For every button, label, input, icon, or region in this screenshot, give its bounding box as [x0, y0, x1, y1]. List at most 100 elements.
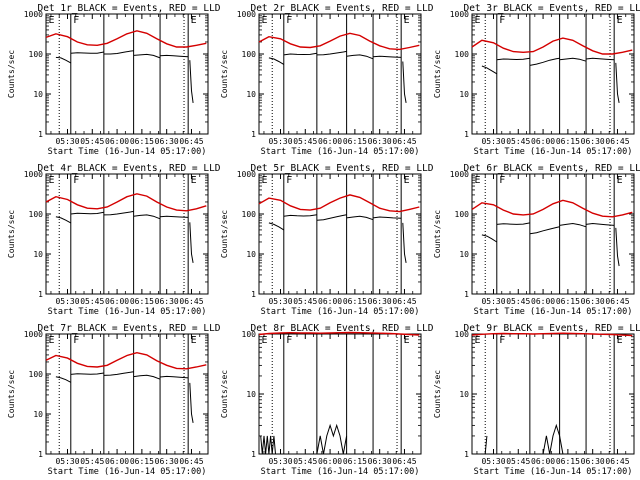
lld-series-line	[45, 193, 207, 212]
chart-title: Det 6r_BLACK = Events, RED = LLD	[463, 163, 640, 174]
x-tick-label: 05:45	[80, 137, 104, 146]
x-tick-label: 06:30	[368, 137, 392, 146]
y-axis-label: Counts/sec	[220, 210, 229, 258]
y-tick-label: 1	[38, 450, 43, 459]
events-series-line	[160, 54, 189, 58]
y-tick-label: 1	[464, 450, 469, 459]
flag-label: F	[499, 15, 505, 26]
flag-label: E	[404, 335, 410, 346]
x-axis-label: Start Time (16-Jun-14 05:17:00)	[261, 467, 420, 477]
y-axis-label: Counts/sec	[433, 210, 442, 258]
flag-label: E	[474, 335, 480, 346]
lld-series-line	[45, 30, 207, 48]
y-tick-label: 1	[251, 450, 256, 459]
events-series-line	[189, 60, 194, 103]
x-tick-label: 06:45	[605, 137, 629, 146]
chart-panel: Det 9r_BLACK = Events, RED = LLD 1 10 100 Co…	[433, 323, 640, 477]
chart-panel: Det 4r_BLACK = Events, RED = LLD 1 10 100 10…	[7, 163, 221, 317]
y-tick-label: 1000	[237, 10, 256, 19]
events-series-line	[70, 51, 104, 54]
x-tick-label: 06:45	[605, 297, 629, 306]
x-axis-label: Start Time (16-Jun-14 05:17:00)	[474, 147, 633, 157]
chart-title: Det 9r_BLACK = Events, RED = LLD	[463, 323, 640, 334]
x-tick-label: 05:45	[293, 137, 317, 146]
events-series-line	[402, 61, 407, 103]
chart-panel: Det 5r_BLACK = Events, RED = LLD 1 10 100 10…	[220, 163, 434, 317]
events-series-line	[481, 65, 498, 75]
y-tick-label: 100	[29, 210, 44, 219]
events-series-line	[316, 50, 347, 56]
events-series-line	[559, 222, 587, 228]
chart-panel: Det 7r_BLACK = Events, RED = LLD 1 10 100 10…	[7, 323, 221, 477]
events-series-line	[70, 372, 104, 375]
events-series-line	[268, 57, 285, 65]
y-tick-label: 100	[242, 330, 257, 339]
x-tick-label: 06:00	[105, 457, 129, 466]
y-tick-label: 1	[464, 130, 469, 139]
plot-frame	[258, 13, 422, 135]
y-tick-label: 1000	[24, 170, 43, 179]
events-series-line	[529, 226, 560, 235]
chart-panel: Det 8r_BLACK = Events, RED = LLD 1 10 100 Co…	[220, 323, 434, 477]
y-tick-label: 10	[246, 390, 256, 399]
y-tick-label: 100	[455, 210, 470, 219]
flag-label: E	[617, 15, 623, 26]
y-tick-label: 100	[29, 370, 44, 379]
x-tick-label: 06:30	[581, 137, 605, 146]
x-tick-label: 06:30	[155, 137, 179, 146]
x-axis-label: Start Time (16-Jun-14 05:17:00)	[48, 467, 207, 477]
chart-title: Det 7r_BLACK = Events, RED = LLD	[37, 323, 220, 334]
x-tick-label: 06:15	[556, 297, 580, 306]
y-tick-label: 10	[459, 90, 469, 99]
y-tick-label: 10	[246, 250, 256, 259]
x-tick-label: 06:15	[130, 457, 154, 466]
x-axis-label: Start Time (16-Jun-14 05:17:00)	[48, 307, 207, 317]
flag-label: E	[48, 175, 54, 186]
x-tick-label: 06:30	[155, 297, 179, 306]
chart-title: Det 8r_BLACK = Events, RED = LLD	[250, 323, 433, 334]
x-axis-label: Start Time (16-Jun-14 05:17:00)	[474, 467, 633, 477]
y-tick-label: 10	[33, 250, 43, 259]
events-series-line	[133, 53, 161, 59]
flag-label: E	[48, 15, 54, 26]
x-tick-label: 05:30	[481, 137, 505, 146]
y-axis-label: Counts/sec	[7, 370, 16, 418]
flag-label: E	[617, 175, 623, 186]
chart-panel: Det 6r_BLACK = Events, RED = LLD 1 10 100 10…	[433, 163, 640, 317]
x-tick-label: 06:00	[318, 137, 342, 146]
x-tick-label: 05:30	[55, 457, 79, 466]
chart-panel: Det 1r_BLACK = Events, RED = LLD 1 10 100 10…	[7, 3, 221, 157]
y-tick-label: 10	[33, 410, 43, 419]
chart-title: Det 3r_BLACK = Events, RED = LLD	[463, 3, 640, 14]
x-tick-label: 06:15	[556, 457, 580, 466]
chart-title: Det 2r_BLACK = Events, RED = LLD	[250, 3, 433, 14]
x-tick-label: 06:15	[343, 297, 367, 306]
lld-series-line	[45, 351, 207, 370]
x-tick-label: 06:15	[130, 137, 154, 146]
chart-panel: Det 2r_BLACK = Events, RED = LLD 1 10 100 10…	[220, 3, 434, 157]
x-tick-label: 06:15	[343, 457, 367, 466]
events-series-line	[133, 374, 161, 380]
flag-label: E	[404, 175, 410, 186]
flag-label: F	[499, 175, 505, 186]
flag-label: F	[286, 15, 292, 26]
y-tick-label: 10	[33, 90, 43, 99]
events-series-line	[133, 214, 161, 220]
flag-label: E	[191, 335, 197, 346]
lld-series-line	[258, 194, 420, 213]
events-series-line	[283, 214, 317, 217]
x-tick-label: 05:30	[55, 297, 79, 306]
y-tick-label: 100	[242, 50, 257, 59]
x-axis-label: Start Time (16-Jun-14 05:17:00)	[261, 147, 420, 157]
x-tick-label: 06:00	[531, 137, 555, 146]
plot-frame	[258, 173, 422, 295]
x-tick-label: 05:45	[506, 137, 530, 146]
events-series-line	[316, 214, 347, 221]
y-axis-label: Counts/sec	[7, 50, 16, 98]
flag-label: E	[261, 15, 267, 26]
x-tick-label: 05:45	[506, 297, 530, 306]
plot-frame	[45, 173, 209, 295]
y-tick-label: 1	[251, 130, 256, 139]
x-tick-label: 06:15	[343, 137, 367, 146]
plot-frame	[45, 13, 209, 135]
